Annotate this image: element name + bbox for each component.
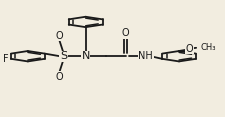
Text: O: O bbox=[55, 31, 63, 41]
Text: N: N bbox=[81, 51, 90, 61]
Text: O: O bbox=[121, 28, 129, 38]
Text: F: F bbox=[3, 54, 8, 64]
Text: O: O bbox=[55, 72, 63, 82]
Text: O: O bbox=[185, 44, 192, 54]
Text: NH: NH bbox=[138, 51, 152, 61]
Text: CH₃: CH₃ bbox=[199, 43, 215, 52]
Text: S: S bbox=[60, 51, 67, 61]
